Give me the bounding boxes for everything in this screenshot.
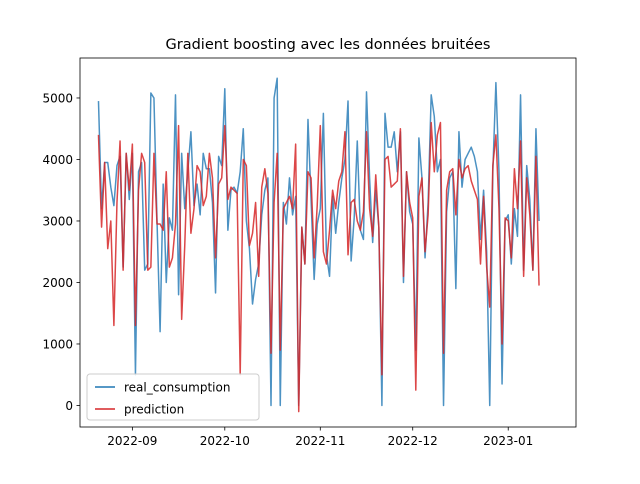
y-tick-label: 0 [65, 399, 73, 413]
series-layer [97, 77, 540, 413]
legend: real_consumption prediction [86, 373, 260, 421]
y-tick-label: 5000 [42, 91, 73, 105]
series-line-real-consumption [97, 77, 540, 407]
plot-frame [79, 57, 577, 428]
series-line-prediction [97, 121, 540, 413]
x-tick-label: 2022-11 [295, 434, 345, 448]
x-tick-label: 2023-01 [483, 434, 533, 448]
x-tick-label: 2022-09 [107, 434, 157, 448]
y-tick-label: 4000 [42, 153, 73, 167]
legend-box [86, 373, 260, 421]
chart-title: Gradient boosting avec les données bruit… [166, 37, 491, 53]
y-tick-label: 2000 [42, 276, 73, 290]
legend-label-prediction: prediction [124, 403, 184, 417]
y-tick-label: 1000 [42, 337, 73, 351]
x-tick-label: 2022-10 [200, 434, 250, 448]
legend-label-real-consumption: real_consumption [124, 381, 230, 395]
axes-layer: 2022-09 2022-10 2022-11 2022-12 2023-01 0 1000… [42, 57, 577, 448]
x-tick-label: 2022-12 [388, 434, 438, 448]
y-tick-label: 3000 [42, 214, 73, 228]
